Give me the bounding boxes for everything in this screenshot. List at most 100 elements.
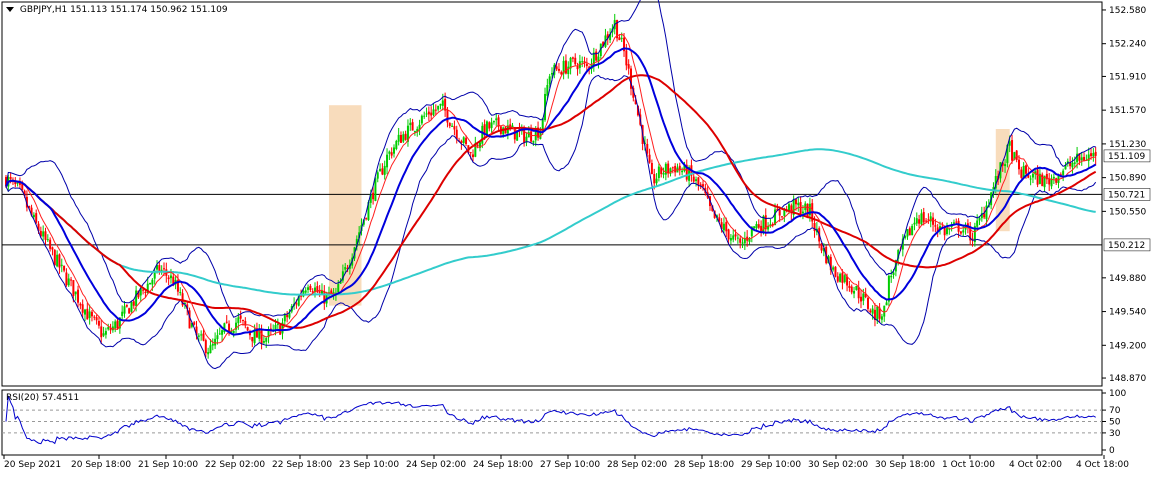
candle-body <box>699 184 702 187</box>
candle-body <box>892 272 895 275</box>
candle-body <box>878 307 881 319</box>
candle-body <box>74 291 77 295</box>
candle-body <box>404 133 407 140</box>
candle-body <box>978 217 981 221</box>
candle-body <box>478 142 481 148</box>
candle-body <box>214 338 217 346</box>
candle-body <box>820 243 823 251</box>
candle-body <box>920 213 923 225</box>
candle-body <box>1036 169 1039 185</box>
candle-body <box>994 176 997 189</box>
candle-body <box>618 37 621 41</box>
candle-body <box>597 56 600 62</box>
candle-body <box>56 254 59 267</box>
candle-body <box>416 128 419 133</box>
candle-body <box>476 144 479 146</box>
candle-body <box>904 235 907 239</box>
candle-body <box>276 324 279 326</box>
candle-body <box>485 121 488 135</box>
candle-body <box>244 320 247 326</box>
candle-body <box>534 128 537 141</box>
candle-body <box>934 225 937 227</box>
rsi-panel-frame <box>1 389 1103 456</box>
candle-body <box>848 285 851 288</box>
candle-body <box>193 322 196 325</box>
candle-body <box>602 41 605 47</box>
price-tick-label: 152.240 <box>1109 40 1146 50</box>
candle-body <box>225 321 228 323</box>
ohlc-close: 151.109 <box>190 5 228 15</box>
candle-body <box>58 254 61 268</box>
candle-body <box>625 50 628 66</box>
candle-body <box>218 333 221 335</box>
candle-body <box>169 275 172 279</box>
candle-body <box>439 103 442 106</box>
candle-body <box>753 226 756 229</box>
time-tick-label: 4 Oct 18:00 <box>1076 460 1129 470</box>
candle-body <box>121 311 124 316</box>
level-price-tag-1: 150.212 <box>1108 241 1145 251</box>
candle-body <box>395 141 398 150</box>
candle-body <box>866 297 869 309</box>
candle-body <box>77 289 80 303</box>
candle-body <box>341 271 344 281</box>
candle-body <box>228 323 231 332</box>
candle-body <box>441 100 444 106</box>
candle-body <box>376 172 379 179</box>
candle-body <box>634 99 637 105</box>
candle-body <box>132 301 135 306</box>
time-tick-label: 22 Sep 18:00 <box>272 460 332 470</box>
time-tick-label: 28 Sep 02:00 <box>607 460 667 470</box>
candle-body <box>137 290 140 298</box>
candle-body <box>681 170 684 173</box>
candle-body <box>1013 152 1016 160</box>
candle-body <box>564 60 567 74</box>
ohlc-high: 151.174 <box>110 5 148 15</box>
candle-body <box>158 265 161 272</box>
candle-body <box>316 286 319 293</box>
rsi-tick-label: 100 <box>1109 389 1126 399</box>
candle-body <box>1043 175 1046 188</box>
current-price-tag: 151.109 <box>1108 152 1145 162</box>
candle-body <box>183 302 186 305</box>
time-tick-label: 30 Sep 18:00 <box>875 460 935 470</box>
candle-body <box>539 131 542 139</box>
candle-body <box>1038 173 1041 184</box>
rsi-label: RSI(20) 57.4511 <box>6 393 80 403</box>
candle-body <box>1048 179 1051 185</box>
candle-body <box>346 268 349 270</box>
candle-body <box>230 331 233 333</box>
candle-body <box>606 34 609 39</box>
candle-body <box>46 239 49 241</box>
candle-body <box>330 290 333 296</box>
candle-body <box>1059 174 1062 176</box>
candle-body <box>16 182 19 184</box>
candle-body <box>653 174 656 184</box>
candle-body <box>267 329 270 338</box>
candle-body <box>632 87 635 98</box>
candle-body <box>286 314 289 318</box>
candles-group <box>5 13 1097 359</box>
candle-body <box>49 239 52 249</box>
candle-body <box>304 290 307 293</box>
candle-body <box>873 309 876 321</box>
candle-body <box>657 166 660 178</box>
candle-body <box>197 335 200 337</box>
candle-body <box>713 210 716 218</box>
candle-body <box>1018 159 1021 170</box>
candle-body <box>655 178 658 184</box>
candle-body <box>808 203 811 216</box>
level-price-tag-0-bg <box>1103 188 1151 201</box>
candle-body <box>274 324 277 331</box>
candle-body <box>406 125 409 142</box>
candle-body <box>460 140 463 144</box>
candle-body <box>355 238 358 247</box>
candle-body <box>344 267 347 270</box>
candle-body <box>427 111 430 115</box>
candle-body <box>736 237 739 239</box>
collapse-triangle-icon[interactable] <box>6 7 14 12</box>
candle-body <box>232 330 235 333</box>
candle-body <box>374 178 377 201</box>
